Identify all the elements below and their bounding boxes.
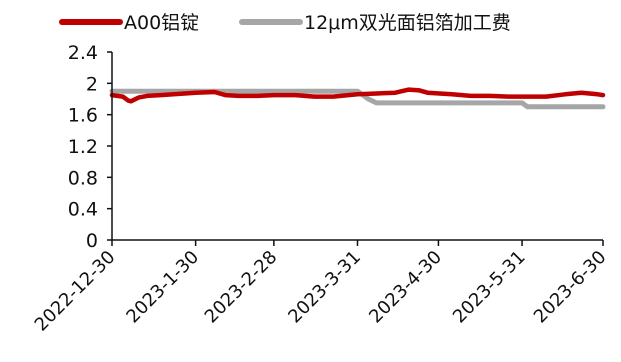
- legend-label-1: A00铝锭: [124, 12, 199, 34]
- x-tick-label: 2023-5-31: [449, 247, 530, 328]
- y-tick-label: 0.8: [68, 167, 98, 189]
- legend: A00铝锭 12μm双光面铝箔加工费: [59, 12, 511, 34]
- x-tick-label: 2022-12-30: [31, 247, 120, 336]
- y-tick-label: 1.6: [68, 105, 98, 127]
- y-tick-label: 0.4: [68, 199, 98, 221]
- y-tick-label: 0: [86, 230, 98, 252]
- y-tick-label: 2.4: [68, 42, 98, 64]
- x-tick-label: 2023-1-30: [122, 247, 203, 328]
- x-tick-label: 2023-3-31: [284, 247, 365, 328]
- x-tick-label: 2023-4-30: [365, 247, 446, 328]
- y-tick-label: 1.2: [68, 136, 98, 158]
- legend-label-2: 12μm双光面铝箔加工费: [304, 12, 511, 34]
- series-line-1: [109, 87, 606, 104]
- y-tick-label: 2: [86, 73, 98, 95]
- series-lines: [109, 87, 606, 110]
- x-tick-label: 2023-6-30: [530, 247, 611, 328]
- x-tick-label: 2023-2-28: [201, 247, 282, 328]
